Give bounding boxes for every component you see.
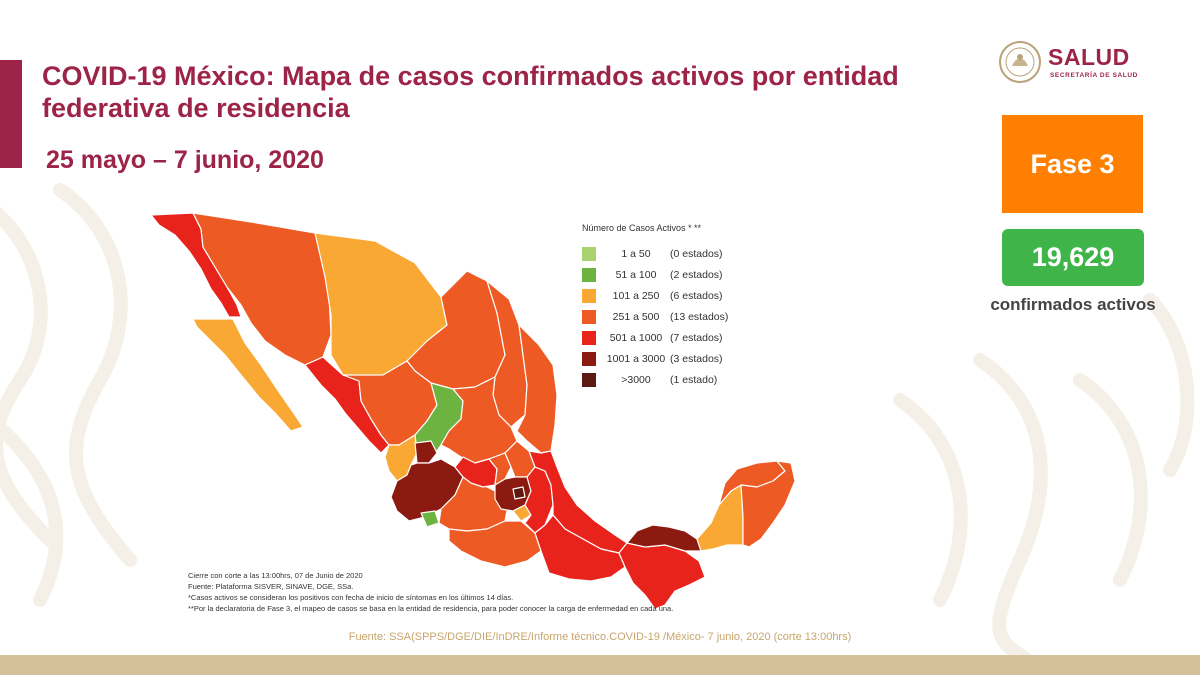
legend-item: 1001 a 3000 (3 estados) <box>582 348 782 369</box>
legend-swatch <box>582 330 596 345</box>
legend-swatch <box>582 309 596 324</box>
state-aguascalientes <box>414 440 438 464</box>
legend-swatch <box>582 351 596 366</box>
map-legend: Número de Casos Activos * ** 1 a 50 (0 e… <box>582 223 782 390</box>
legend-range: 251 a 500 <box>612 310 660 323</box>
active-cases-badge: 19,629 <box>1002 229 1144 286</box>
legend-count: (2 estados) <box>670 268 723 281</box>
active-cases-count: 19,629 <box>1031 242 1115 272</box>
map-notes: Cierre con corte a las 13:00hrs, 07 de J… <box>188 570 808 614</box>
legend-item: 101 a 250 (6 estados) <box>582 285 782 306</box>
note-source: Fuente: Plataforma SISVER, SINAVE, DGE, … <box>188 582 354 591</box>
title-accent-bar <box>0 60 22 168</box>
logo-subtitle: SECRETARÍA DE SALUD <box>1050 72 1138 79</box>
legend-count: (13 estados) <box>670 310 729 323</box>
phase-badge: Fase 3 <box>1002 115 1143 213</box>
legend-swatch <box>582 288 596 303</box>
legend-range: >3000 <box>621 373 651 386</box>
legend-title: Número de Casos Activos * ** <box>582 223 702 233</box>
state-cdmx <box>512 486 526 500</box>
legend-swatch <box>582 267 596 282</box>
legend-range: 51 a 100 <box>615 268 657 281</box>
mexico-map <box>150 212 796 610</box>
legend-item: 251 a 500 (13 estados) <box>582 306 782 327</box>
legend-swatch <box>582 372 596 387</box>
legend-swatch <box>582 246 596 261</box>
legend-range: 501 a 1000 <box>609 331 663 344</box>
legend-count: (3 estados) <box>670 352 723 365</box>
state-campeche <box>696 484 744 552</box>
state-baja-california-sur <box>192 318 304 432</box>
slide-title: COVID-19 México: Mapa de casos confirmad… <box>42 61 899 123</box>
note-phase-mapping: **Por la declaratoria de Fase 3, el mape… <box>188 604 674 613</box>
phase-label: Fase 3 <box>1030 148 1115 179</box>
legend-range: 1001 a 3000 <box>606 352 666 365</box>
active-cases-label: confirmados activos <box>990 295 1156 314</box>
note-cutoff: Cierre con corte a las 13:00hrs, 07 de J… <box>188 571 363 580</box>
legend-count: (0 estados) <box>670 247 723 260</box>
legend-count: (1 estado) <box>670 373 718 386</box>
legend-range: 101 a 250 <box>612 289 660 302</box>
footer-source: Fuente: SSA(SPPS/DGE/DIE/InDRE/Informe t… <box>348 631 852 643</box>
logo-wordmark: SALUD <box>1048 44 1130 70</box>
legend-item: 51 a 100 (2 estados) <box>582 264 782 285</box>
salud-logo: SALUD SECRETARÍA DE SALUD <box>998 40 1148 86</box>
footer-bar <box>0 655 1200 675</box>
note-active-definition: *Casos activos se consideran los positiv… <box>188 593 514 602</box>
legend-range: 1 a 50 <box>621 247 651 260</box>
state-quintana-roo <box>740 460 796 548</box>
legend-item: >3000 (1 estado) <box>582 369 782 390</box>
coat-of-arms-icon <box>999 41 1041 83</box>
legend-count: (6 estados) <box>670 289 723 302</box>
date-range: 25 mayo – 7 junio, 2020 <box>46 146 324 174</box>
state-colima <box>420 510 440 528</box>
legend-item: 501 a 1000 (7 estados) <box>582 327 782 348</box>
legend-item: 1 a 50 (0 estados) <box>582 243 782 264</box>
legend-count: (7 estados) <box>670 331 723 344</box>
state-michoacan <box>438 476 510 532</box>
